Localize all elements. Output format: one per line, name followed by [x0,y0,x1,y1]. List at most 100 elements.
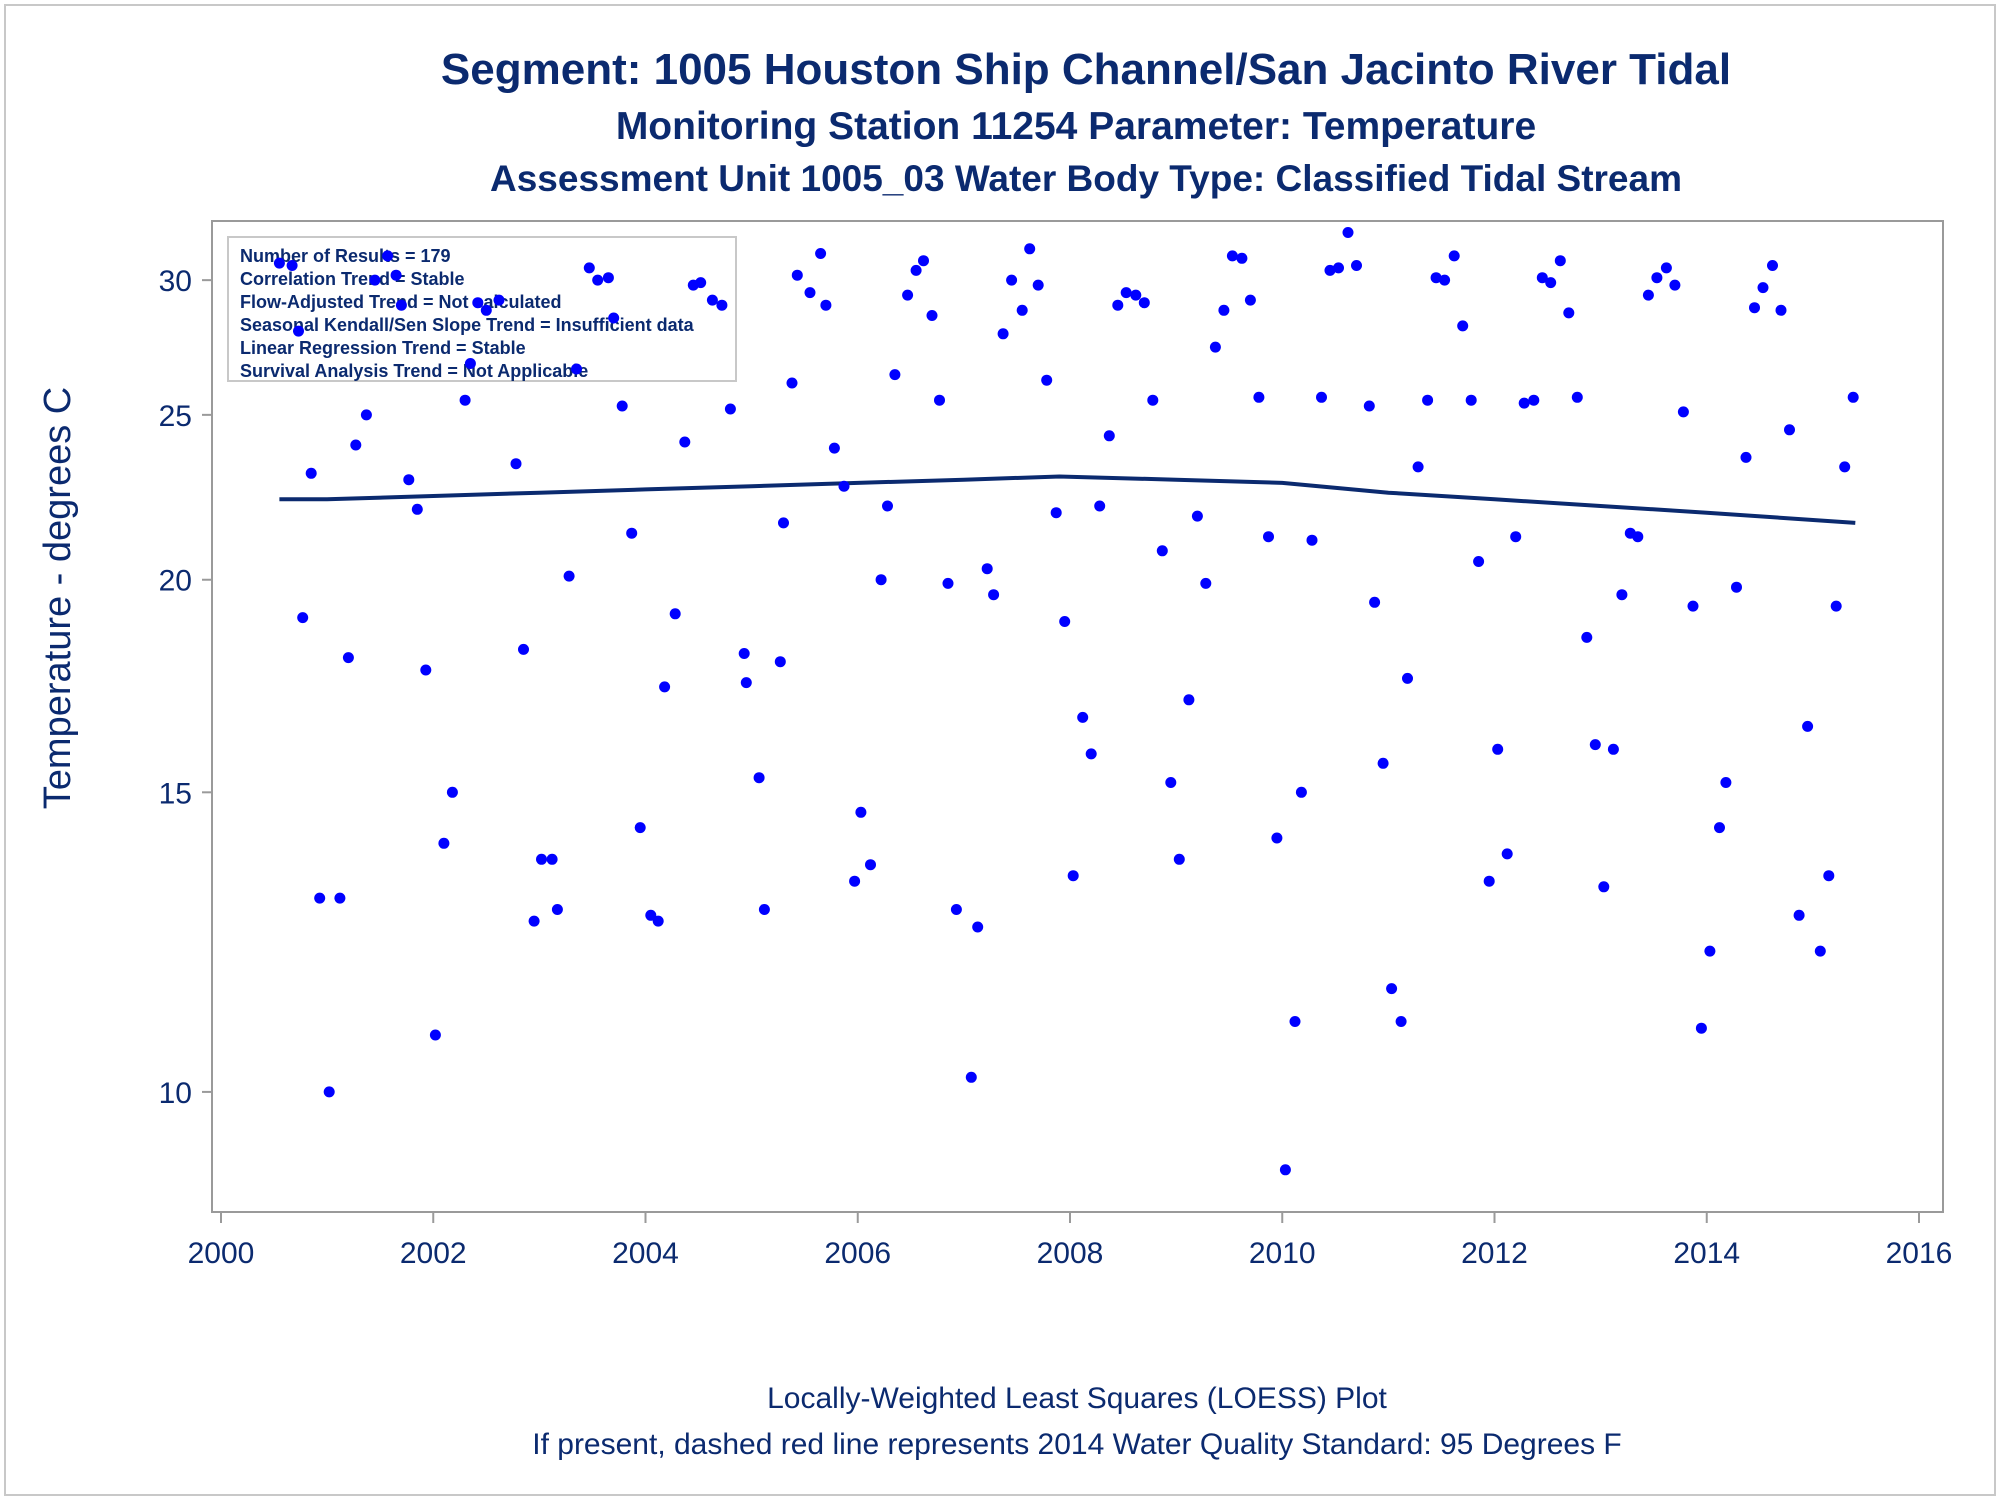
data-point [592,274,604,286]
data-point [1050,507,1062,519]
data-point [1295,786,1307,798]
data-point [1767,260,1778,271]
data-point [616,400,628,412]
data-point [1085,748,1097,760]
data-point [1749,302,1760,314]
stats-line: Seasonal Kendall/Sen Slope Trend = Insuf… [240,315,695,335]
y-axis-label: Temperature - degrees C [37,387,79,809]
data-point [1032,279,1044,291]
data-point [403,474,415,486]
data-point [446,786,458,798]
x-tick-label: 2010 [1249,1237,1316,1270]
x-tick-label: 2008 [1037,1237,1104,1270]
data-point [1660,262,1672,274]
data-point [1369,596,1381,608]
data-point [724,403,736,415]
data-point [1386,983,1398,995]
data-point [1263,531,1274,543]
data-point [965,1071,977,1083]
data-point [459,394,471,406]
data-point [695,277,707,289]
scatter-chart: Segment: 1005 Houston Ship Channel/San J… [37,45,1952,1461]
data-point [314,892,326,904]
stats-line: Survival Analysis Trend = Not Applicable [240,361,588,381]
data-point [518,643,529,655]
data-point [1067,870,1079,882]
data-point [706,294,718,306]
data-point [1156,545,1168,557]
data-point [1720,777,1732,788]
loess-line [279,474,1856,525]
chart-frame: Segment: 1005 Houston Ship Channel/San J… [4,4,1996,1496]
data-point [342,652,354,664]
data-point [1200,577,1212,589]
data-point [1616,589,1628,601]
footnote-2: If present, dashed red line represents 2… [532,1428,1622,1461]
data-point [350,439,362,451]
data-point [395,299,407,311]
data-point [464,358,476,369]
data-point [1457,320,1469,332]
data-point [1324,264,1336,276]
data-point [758,904,770,915]
data-point [1518,397,1530,409]
data-point [838,480,850,492]
data-point [1695,1022,1707,1034]
data-point [1279,1164,1291,1176]
data-point [1006,274,1018,286]
data-point [1839,461,1851,473]
data-point [480,304,492,316]
data-point [1244,294,1256,306]
data-point [420,664,432,676]
x-tick-label: 2012 [1461,1237,1528,1270]
stats-inset: Number of Results = 179 Correlation Trend… [227,236,737,382]
data-point [1130,289,1142,301]
data-point [875,574,887,586]
data-point [583,262,595,274]
data-point [510,458,522,470]
data-point [1448,250,1460,262]
y-tick-label: 30 [159,265,192,298]
data-point [1165,777,1177,788]
y-tick-label: 10 [159,1077,192,1110]
data-point [1651,272,1663,284]
data-point [1024,243,1036,255]
data-point [1316,391,1327,403]
data-point [1632,531,1644,543]
data-point [1465,394,1477,406]
data-point [1412,461,1424,473]
data-point [286,260,298,271]
chart-title: Segment: 1005 Houston Ship Channel/San J… [441,45,1731,94]
data-point [1847,391,1859,403]
data-point [1041,374,1053,386]
data-point [855,806,867,818]
data-point [942,577,954,589]
data-point [882,500,893,512]
data-point [1430,272,1442,284]
data-point [1483,875,1495,887]
data-point [865,859,876,871]
data-point [1757,282,1769,294]
data-point [1173,853,1185,865]
data-point [1704,945,1716,957]
data-point [411,503,423,515]
data-point [716,299,728,311]
y-tick-label: 20 [159,565,192,598]
data-point [1112,299,1124,311]
data-point [1687,600,1699,612]
data-point [1830,600,1842,612]
x-tick-label: 2004 [612,1237,679,1270]
y-axis: 10 15 20 25 30 [159,265,212,1110]
data-point [1793,909,1805,921]
data-point [1510,531,1522,543]
data-point [918,255,929,267]
data-point [1492,743,1504,755]
data-point [1342,227,1354,238]
data-point [786,377,798,389]
data-point [1306,534,1318,546]
data-point [1016,304,1028,316]
data-point [429,1029,441,1041]
points-layer [273,227,1859,1176]
data-point [910,264,922,276]
data-point [1607,743,1619,755]
